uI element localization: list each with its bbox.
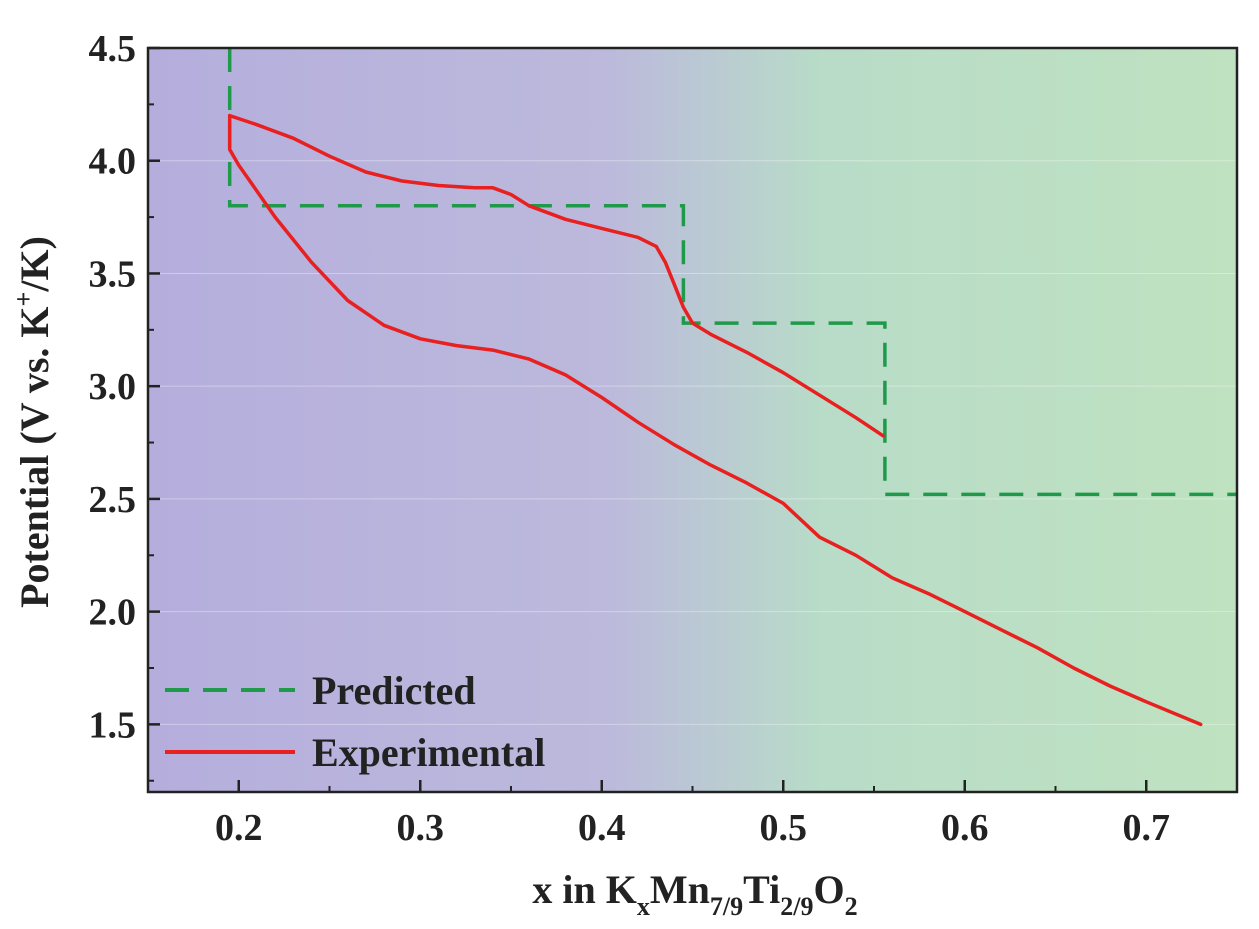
x-axis-title: x in KxMn7/9Ti2/9O2 [532,867,857,921]
y-tick-label-1: 2.0 [89,592,137,634]
y-tick-label-6: 4.5 [89,28,137,70]
x-tick-label-0: 0.2 [215,807,263,849]
plot-background [148,48,1237,792]
legend: Predicted Experimental [165,668,545,775]
y-tick-label-5: 4.0 [89,141,137,183]
x-tick-label-4: 0.6 [941,807,989,849]
legend-label-experimental: Experimental [312,730,545,775]
x-tick-label-5: 0.7 [1123,807,1171,849]
x-axis-ticks: 0.2 0.3 0.4 0.5 0.6 0.7 [147,780,1171,849]
x-tick-label-1: 0.3 [397,807,445,849]
y-axis-ticks: 1.5 2.0 2.5 3.0 3.5 4.0 4.5 [89,28,160,782]
y-tick-label-2: 2.5 [89,479,137,521]
x-tick-label-3: 0.5 [760,807,808,849]
series-experimental-segment-1 [227,113,1203,727]
y-axis-title: Potential (V vs. K+/K) [9,236,57,608]
x-tick-label-2: 0.4 [578,807,626,849]
series-layer [227,48,1237,727]
y-tick-label-4: 3.5 [89,253,137,295]
series-predicted [227,48,1237,497]
y-tick-label-0: 1.5 [89,704,137,746]
series-experimental-segment-0 [227,113,885,438]
legend-label-predicted: Predicted [312,668,476,713]
y-tick-label-3: 3.0 [89,366,137,408]
